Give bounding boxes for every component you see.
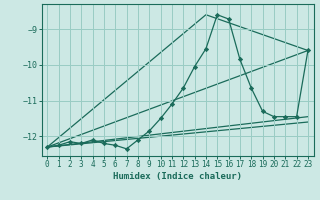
X-axis label: Humidex (Indice chaleur): Humidex (Indice chaleur) [113,172,242,181]
